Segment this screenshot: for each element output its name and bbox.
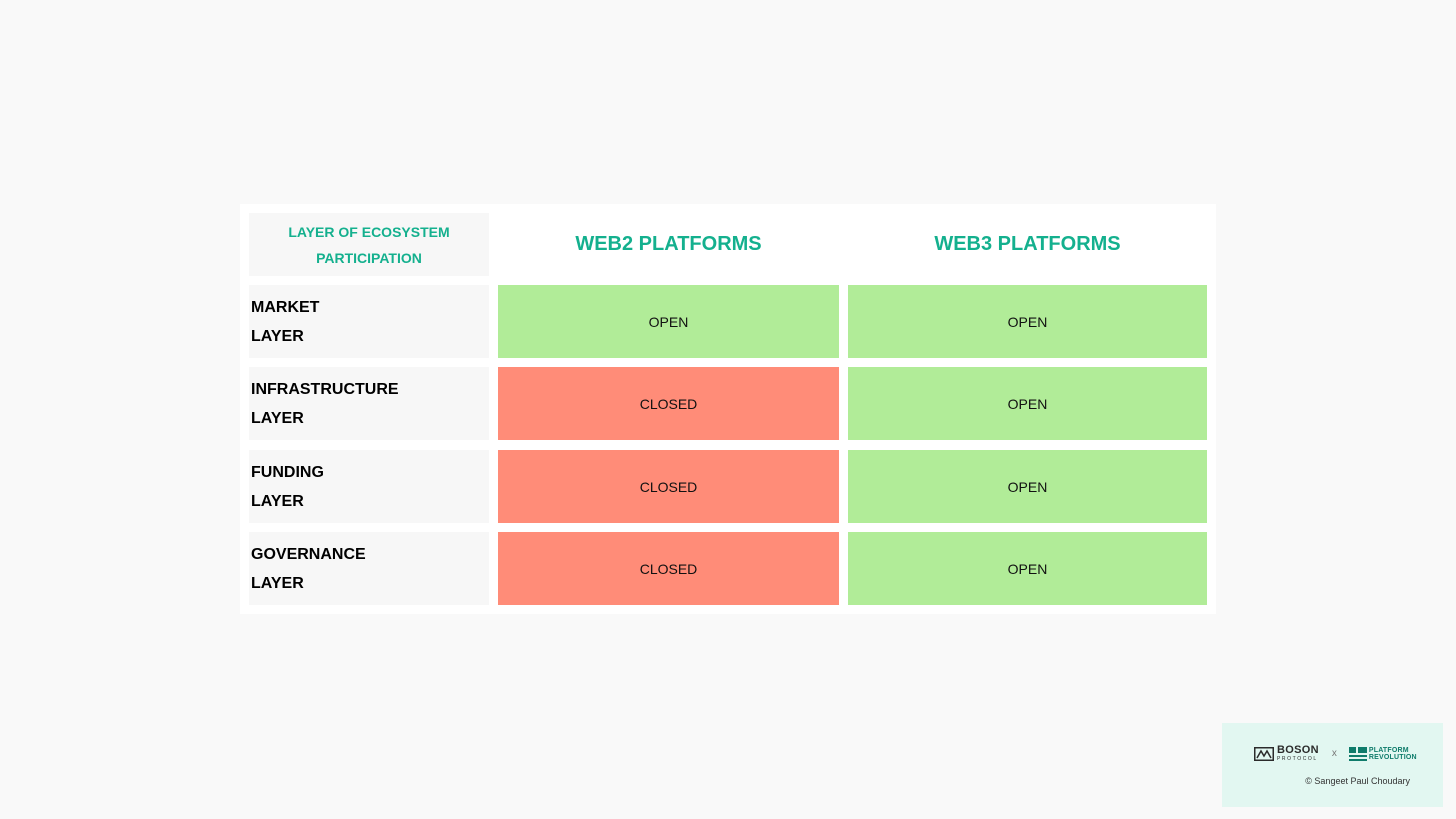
boson-wordmark: BOSON PROTOCOL [1277,745,1319,762]
corner-header-line2: PARTICIPATION [316,249,422,266]
partner-logos: BOSON PROTOCOL x PLATFORM REVOLUTION [1254,745,1417,762]
row-label-infrastructure-layer: INFRASTRUCTURE LAYER [249,367,489,440]
status-cell-funding-web3: OPEN [848,450,1207,523]
platform-revolution-wordmark: PLATFORM REVOLUTION [1369,747,1417,761]
status-cell-governance-web3: OPEN [848,532,1207,605]
status-cell-infrastructure-web2: CLOSED [498,367,839,440]
row-label-governance-layer: GOVERNANCE LAYER [249,532,489,605]
boson-protocol-logo-icon [1254,746,1274,761]
boson-subtitle: PROTOCOL [1277,756,1318,762]
corner-header: LAYER OF ECOSYSTEM PARTICIPATION [249,213,489,276]
status-cell-market-web3: OPEN [848,285,1207,358]
boson-name: BOSON [1277,744,1319,756]
copyright-text: © Sangeet Paul Choudary [1305,776,1410,786]
status-cell-governance-web2: CLOSED [498,532,839,605]
column-header-web2: WEB2 PLATFORMS [575,233,762,255]
status-cell-market-web2: OPEN [498,285,839,358]
status-cell-funding-web2: CLOSED [498,450,839,523]
credit-badge: BOSON PROTOCOL x PLATFORM REVOLUTION © S… [1222,723,1443,807]
comparison-table: LAYER OF ECOSYSTEM PARTICIPATION WEB2 PL… [240,204,1216,614]
logo-separator: x [1331,748,1337,759]
row-label-funding-layer: FUNDING LAYER [249,450,489,523]
status-cell-infrastructure-web3: OPEN [848,367,1207,440]
corner-header-line1: LAYER OF ECOSYSTEM [288,223,450,240]
column-header-web3: WEB3 PLATFORMS [934,233,1121,255]
platform-revolution-logo-icon [1348,746,1367,761]
row-label-market-layer: MARKET LAYER [249,285,489,358]
platform-line1: PLATFORM [1368,746,1409,754]
platform-line2: REVOLUTION [1368,753,1417,761]
